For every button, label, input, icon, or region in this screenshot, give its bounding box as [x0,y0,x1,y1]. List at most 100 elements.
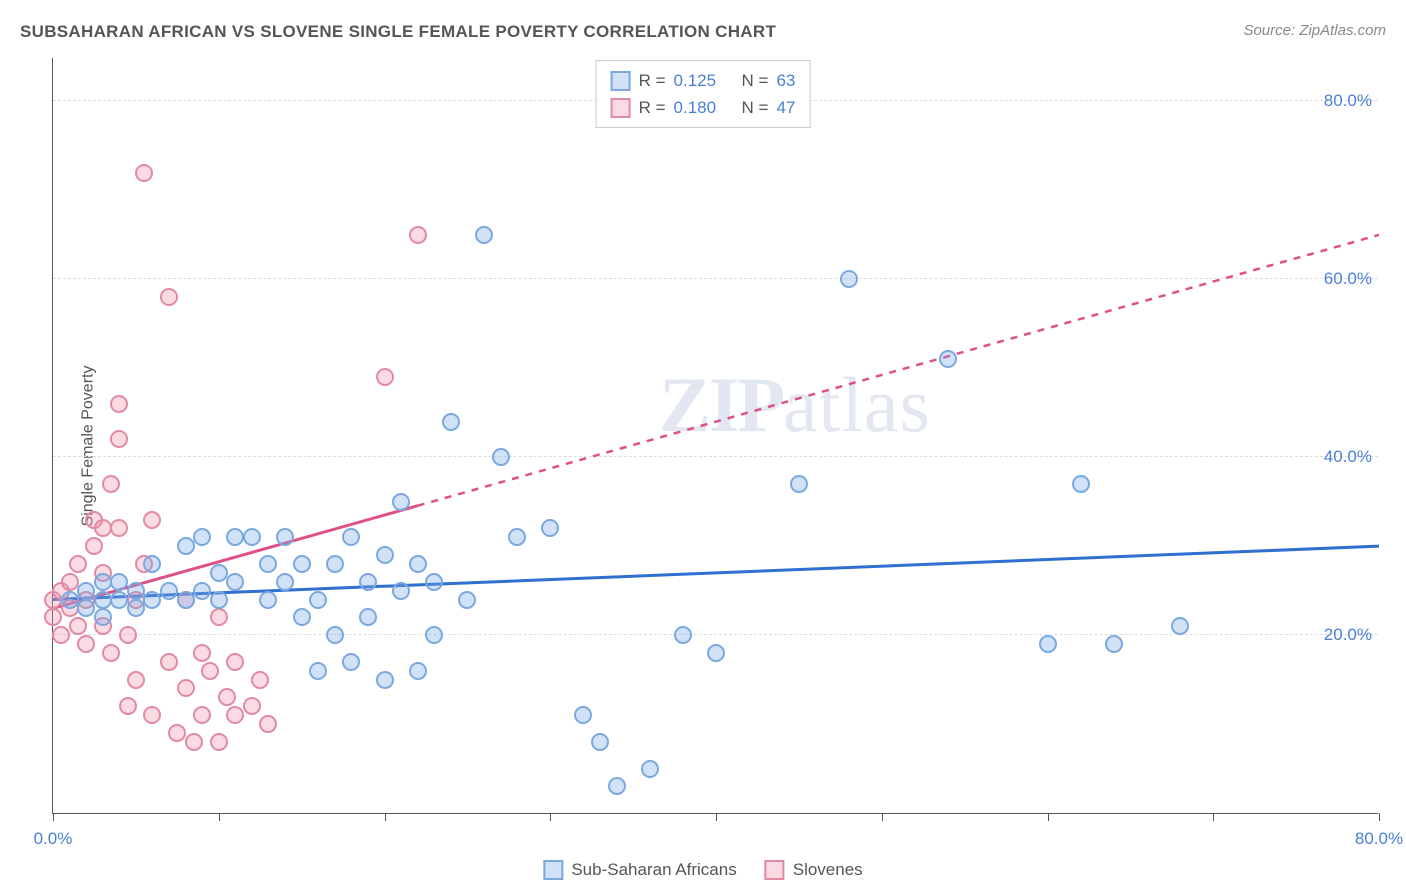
scatter-point-b [135,164,153,182]
scatter-point-a [641,760,659,778]
scatter-point-b [77,635,95,653]
x-tick [882,813,883,821]
scatter-point-a [840,270,858,288]
stats-row-series-a: R = 0.125 N = 63 [611,67,796,94]
scatter-point-a [591,733,609,751]
scatter-point-a [326,555,344,573]
scatter-point-a [359,573,377,591]
legend-item-series-b: Slovenes [765,860,863,880]
scatter-point-a [409,662,427,680]
scatter-point-b [210,733,228,751]
scatter-point-a [475,226,493,244]
scatter-point-a [94,608,112,626]
legend-item-series-a: Sub-Saharan Africans [543,860,736,880]
scatter-point-b [160,288,178,306]
swatch-series-a [543,860,563,880]
scatter-point-a [425,573,443,591]
scatter-point-a [61,591,79,609]
scatter-point-a [608,777,626,795]
scatter-point-b [102,644,120,662]
x-tick [385,813,386,821]
scatter-point-b [119,626,137,644]
scatter-point-a [226,573,244,591]
scatter-point-a [541,519,559,537]
scatter-point-a [1171,617,1189,635]
scatter-point-b [119,697,137,715]
swatch-series-a [611,71,631,91]
stats-row-series-b: R = 0.180 N = 47 [611,94,796,121]
scatter-point-a [508,528,526,546]
scatter-point-a [160,582,178,600]
scatter-point-a [94,573,112,591]
scatter-point-a [193,582,211,600]
scatter-point-b [110,430,128,448]
y-tick-label: 20.0% [1324,625,1372,645]
scatter-point-b [94,519,112,537]
scatter-point-a [177,591,195,609]
scatter-point-b [102,475,120,493]
scatter-point-b [226,706,244,724]
gridline [53,456,1378,457]
scatter-point-a [259,591,277,609]
scatter-point-b [193,706,211,724]
scatter-point-a [376,546,394,564]
chart-title: SUBSAHARAN AFRICAN VS SLOVENE SINGLE FEM… [20,22,776,42]
scatter-point-a [392,493,410,511]
scatter-point-b [143,706,161,724]
x-tick [219,813,220,821]
scatter-point-a [707,644,725,662]
scatter-point-a [243,528,261,546]
scatter-point-b [110,395,128,413]
scatter-point-b [160,653,178,671]
scatter-point-b [376,368,394,386]
scatter-point-b [409,226,427,244]
scatter-point-b [69,555,87,573]
scatter-point-b [185,733,203,751]
watermark: ZIPatlas [659,360,931,450]
scatter-point-a [226,528,244,546]
scatter-point-b [201,662,219,680]
source-attribution: Source: ZipAtlas.com [1243,22,1386,39]
gridline [53,278,1378,279]
scatter-point-b [61,573,79,591]
scatter-point-a [326,626,344,644]
scatter-point-a [293,608,311,626]
scatter-point-a [790,475,808,493]
scatter-point-a [210,564,228,582]
scatter-point-a [359,608,377,626]
scatter-point-a [409,555,427,573]
scatter-point-a [77,599,95,617]
scatter-point-a [127,582,145,600]
scatter-point-a [442,413,460,431]
plot-area: ZIPatlas 20.0%40.0%60.0%80.0%0.0%80.0% [52,58,1378,814]
x-tick [53,813,54,821]
scatter-point-b [218,688,236,706]
scatter-point-b [210,608,228,626]
scatter-point-a [309,591,327,609]
scatter-point-a [574,706,592,724]
scatter-point-a [392,582,410,600]
scatter-point-b [168,724,186,742]
y-tick-label: 80.0% [1324,91,1372,111]
x-tick [550,813,551,821]
scatter-point-a [110,591,128,609]
scatter-point-a [143,555,161,573]
scatter-point-a [939,350,957,368]
scatter-point-a [127,599,145,617]
scatter-point-a [492,448,510,466]
x-tick-label: 0.0% [34,829,73,849]
y-tick-label: 60.0% [1324,269,1372,289]
scatter-point-a [309,662,327,680]
scatter-point-b [243,697,261,715]
scatter-point-a [458,591,476,609]
scatter-point-a [276,573,294,591]
scatter-point-b [110,519,128,537]
scatter-point-a [293,555,311,573]
scatter-point-a [193,528,211,546]
x-tick [1213,813,1214,821]
chart-container: SUBSAHARAN AFRICAN VS SLOVENE SINGLE FEM… [0,0,1406,892]
y-tick-label: 40.0% [1324,447,1372,467]
x-tick [1379,813,1380,821]
scatter-point-b [127,671,145,689]
scatter-point-b [143,511,161,529]
